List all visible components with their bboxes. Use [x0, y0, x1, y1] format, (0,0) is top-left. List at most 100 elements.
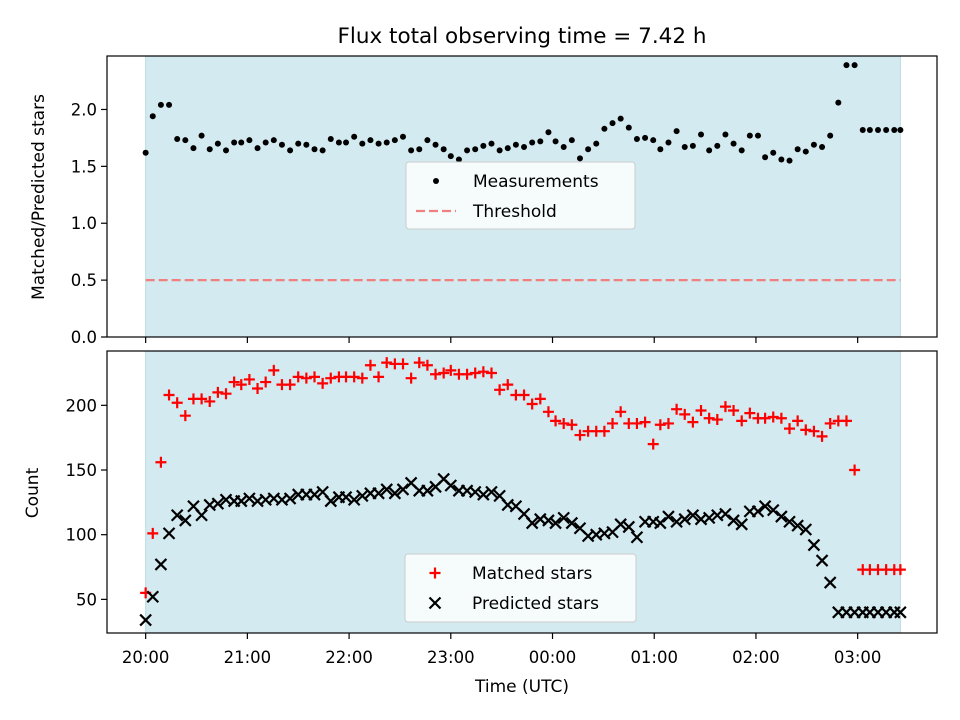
- series-matched-stars: [140, 357, 906, 599]
- data-point: [810, 141, 817, 148]
- data-point: [477, 488, 490, 501]
- data-point: [284, 379, 296, 391]
- data-point: [647, 438, 659, 450]
- data-point: [778, 156, 785, 163]
- data-point: [835, 99, 842, 106]
- data-point: [534, 393, 546, 405]
- data-point: [243, 373, 255, 385]
- data-point: [859, 126, 866, 133]
- data-point: [735, 518, 748, 531]
- data-point: [179, 410, 191, 422]
- data-point: [309, 371, 320, 383]
- data-point: [698, 131, 705, 138]
- data-point: [875, 126, 882, 133]
- data-point: [681, 144, 688, 151]
- data-point: [695, 405, 707, 417]
- data-point: [179, 514, 192, 527]
- data-point: [706, 147, 713, 154]
- data-point: [746, 132, 753, 139]
- data-point: [568, 137, 575, 144]
- legend-marker-plus: [429, 567, 441, 579]
- data-point: [767, 411, 779, 423]
- bottom-panel: 50 100 150 200 20:00 21:00 22:00 23:00 00:00 01:0…: [66, 350, 938, 667]
- x-tick-label: 23:00: [427, 648, 475, 667]
- data-point: [243, 492, 256, 505]
- data-point: [308, 488, 321, 501]
- data-point: [722, 131, 729, 138]
- data-point: [170, 509, 184, 522]
- data-point: [364, 359, 376, 371]
- data-point: [689, 142, 696, 149]
- data-point: [278, 141, 285, 148]
- series-measurements: [142, 62, 904, 164]
- data-point: [549, 516, 562, 530]
- data-point: [654, 419, 666, 431]
- data-point: [552, 138, 559, 145]
- data-point: [174, 136, 181, 143]
- data-point: [149, 113, 156, 120]
- data-point: [223, 147, 230, 154]
- data-point: [662, 510, 675, 523]
- data-point: [270, 137, 277, 144]
- data-point: [730, 140, 737, 147]
- data-point: [190, 145, 197, 152]
- data-point: [380, 483, 393, 496]
- data-point: [558, 417, 570, 429]
- data-point: [512, 141, 519, 148]
- data-point: [163, 389, 175, 401]
- data-point: [311, 146, 318, 153]
- data-point: [751, 505, 765, 518]
- data-point: [447, 153, 454, 160]
- data-point: [686, 509, 700, 522]
- top-y-axis-label: Matched/Predicted stars: [29, 94, 49, 300]
- data-point: [142, 149, 149, 156]
- data-point: [228, 376, 240, 388]
- data-point: [639, 416, 651, 428]
- data-point: [851, 62, 858, 69]
- data-point: [494, 384, 506, 396]
- data-point: [897, 126, 904, 133]
- data-point: [802, 148, 809, 155]
- data-point: [824, 417, 836, 429]
- x-tick-label: 20:00: [122, 648, 170, 667]
- data-point: [754, 132, 761, 139]
- data-point: [171, 397, 183, 409]
- x-tick-label: 01:00: [630, 648, 678, 667]
- legend-label: Matched stars: [472, 564, 592, 584]
- data-point: [827, 132, 834, 139]
- data-point: [714, 142, 721, 149]
- bottom-y-axis-label: Count: [23, 467, 43, 518]
- data-point: [819, 144, 826, 151]
- data-point: [295, 140, 302, 147]
- data-point: [235, 379, 247, 391]
- data-point: [206, 146, 213, 153]
- data-point: [816, 430, 828, 442]
- data-point: [347, 493, 361, 507]
- data-point: [703, 412, 715, 424]
- data-point: [758, 499, 772, 513]
- x-tick-label: 22:00: [325, 648, 373, 667]
- data-point: [622, 520, 636, 534]
- data-point: [657, 146, 664, 153]
- data-point: [254, 145, 261, 152]
- y-tick-label: 50: [76, 590, 97, 609]
- data-point: [317, 377, 329, 389]
- data-point: [566, 419, 578, 431]
- data-point: [502, 379, 514, 391]
- y-tick-label: 200: [66, 396, 98, 415]
- data-point: [849, 464, 861, 476]
- data-point: [687, 416, 699, 428]
- data-point: [671, 403, 683, 415]
- data-point: [381, 357, 393, 369]
- data-point: [662, 417, 674, 429]
- data-point: [631, 417, 643, 429]
- data-point: [678, 512, 692, 526]
- data-point: [807, 538, 821, 552]
- data-point: [375, 140, 382, 147]
- data-point: [146, 590, 160, 604]
- data-point: [766, 503, 780, 517]
- data-point: [198, 132, 205, 139]
- data-point: [246, 137, 253, 144]
- data-point: [525, 516, 539, 530]
- data-point: [808, 425, 820, 437]
